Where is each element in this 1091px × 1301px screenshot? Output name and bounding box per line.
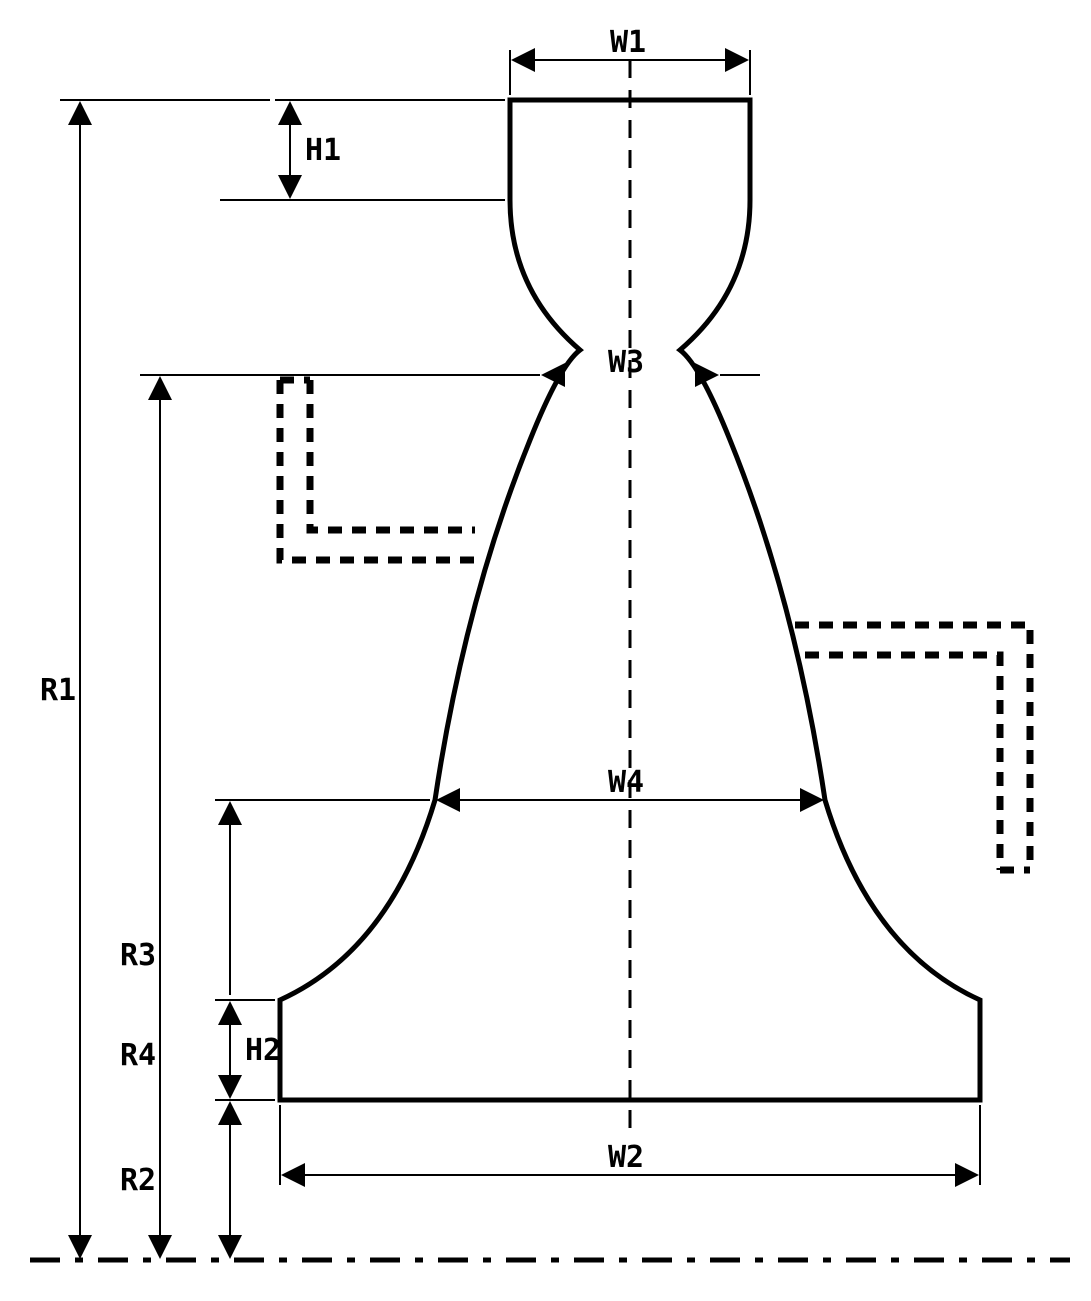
right-pipe-inner	[805, 655, 1000, 870]
h2-label: H2	[245, 1033, 281, 1068]
right-pipe-outer	[795, 625, 1030, 870]
r2-label: R2	[120, 1163, 156, 1198]
r1-label: R1	[40, 673, 76, 708]
r4-label: R4	[120, 1038, 156, 1073]
engineering-diagram-svg: W1 H1 W3 W4 H2 W2 R1 R3 R	[0, 0, 1091, 1301]
w2-label: W2	[608, 1140, 644, 1175]
h1-label: H1	[305, 133, 341, 168]
left-pipe-inner	[310, 380, 475, 530]
w4-label: W4	[608, 765, 644, 800]
diagram-container: W1 H1 W3 W4 H2 W2 R1 R3 R	[0, 0, 1091, 1301]
w3-label: W3	[608, 345, 644, 380]
r3-label: R3	[120, 938, 156, 973]
w1-label: W1	[610, 25, 646, 60]
